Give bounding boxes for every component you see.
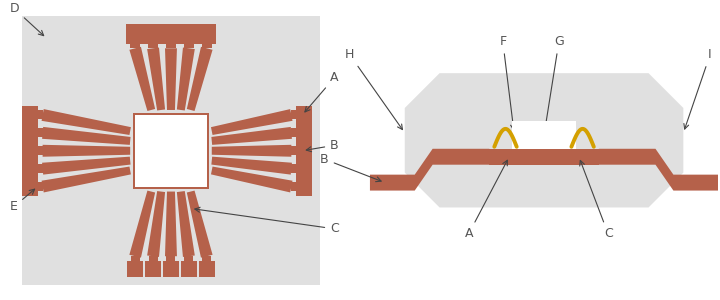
Bar [292,146,297,155]
Bar [37,182,42,191]
Polygon shape [177,191,195,257]
Bar [22,142,37,160]
Bar [292,164,297,173]
Bar [166,44,176,48]
Bar [37,128,42,137]
Bar [297,178,312,196]
Bar [184,44,194,48]
Text: A: A [305,71,338,112]
Bar [202,256,211,261]
Bar [181,261,197,277]
Bar [133,113,209,189]
Polygon shape [211,167,292,192]
Text: F: F [499,35,516,130]
Bar [297,124,312,142]
Text: C: C [195,207,339,235]
Bar [22,160,37,178]
Bar [162,24,180,44]
Bar [199,261,215,277]
Text: G: G [543,35,564,131]
Bar [184,256,194,261]
Polygon shape [186,190,212,258]
Polygon shape [130,190,155,258]
Polygon shape [130,47,155,111]
Polygon shape [42,157,130,175]
Bar [144,24,162,44]
Polygon shape [42,167,131,193]
Polygon shape [165,192,177,256]
Bar [22,106,37,124]
Text: C: C [580,160,613,240]
Polygon shape [42,109,131,135]
Polygon shape [599,149,718,190]
Polygon shape [186,47,212,111]
Bar [163,261,179,277]
Bar [37,110,42,119]
Polygon shape [147,191,165,257]
Bar [202,44,212,48]
Polygon shape [42,145,130,157]
Bar [297,106,312,124]
Text: B: B [306,139,339,152]
Text: B: B [320,153,381,182]
Text: A: A [464,160,508,240]
Text: E: E [10,189,35,214]
Bar [37,146,42,155]
Polygon shape [212,157,292,175]
Bar [166,256,176,261]
Bar [130,256,140,261]
Polygon shape [370,149,490,190]
Bar [292,128,297,137]
Bar [292,182,297,191]
Bar [126,24,144,44]
Bar [135,115,207,187]
Bar [37,164,42,173]
Bar [22,124,37,142]
Polygon shape [212,145,292,157]
Bar [180,24,198,44]
Bar [130,44,140,48]
Bar [292,110,297,119]
Bar [148,44,158,48]
Bar [512,121,577,149]
Bar [127,261,143,277]
Polygon shape [42,127,130,145]
Polygon shape [212,127,292,145]
Bar [145,261,161,277]
Bar [22,178,37,196]
Text: I: I [684,48,712,129]
Polygon shape [165,48,177,110]
Text: D: D [10,2,44,36]
Polygon shape [177,47,195,110]
Bar [490,149,599,165]
Polygon shape [211,109,292,135]
Bar [198,24,216,44]
Bar [148,256,158,261]
Bar [297,160,312,178]
Polygon shape [405,73,683,208]
Text: H: H [345,48,402,130]
Bar [297,142,312,160]
Bar [22,16,320,285]
Polygon shape [147,47,165,110]
